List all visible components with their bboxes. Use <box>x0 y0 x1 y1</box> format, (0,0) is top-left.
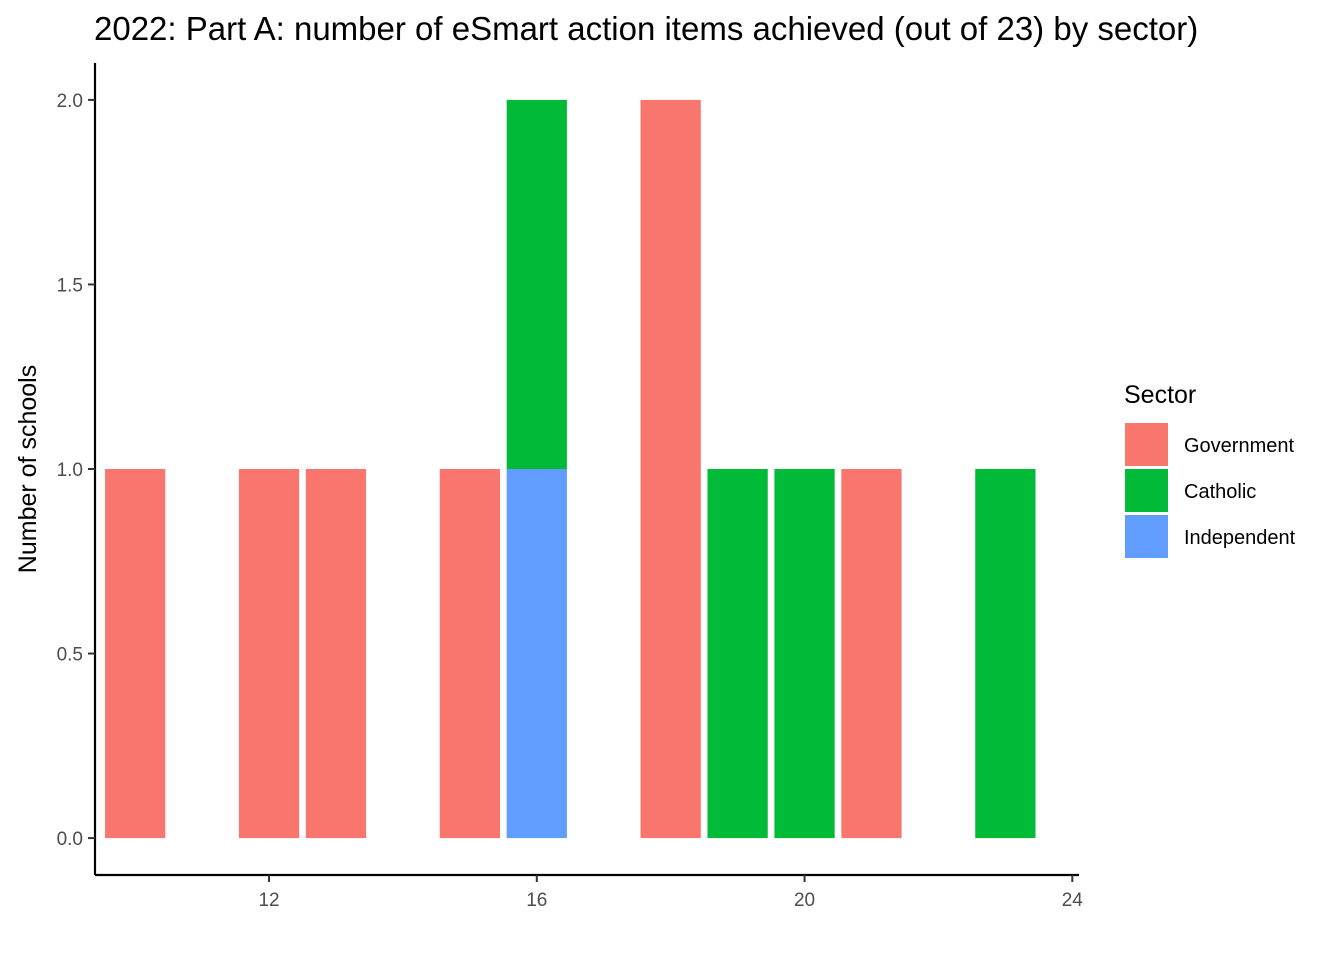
bar-catholic-19 <box>707 469 768 839</box>
bar-government-10 <box>105 469 166 839</box>
x-tick-label: 20 <box>794 890 815 911</box>
chart-title: 2022: Part A: number of eSmart action it… <box>94 10 1199 47</box>
bar-government-12 <box>238 469 300 839</box>
bars-group <box>105 99 1036 839</box>
bar-independent-16 <box>506 469 567 839</box>
y-tick-label: 0.0 <box>57 829 83 850</box>
bar-catholic-23 <box>975 469 1036 839</box>
bar-government-21 <box>841 469 902 839</box>
legend-key-catholic <box>1125 469 1168 512</box>
x-tick-label: 24 <box>1062 890 1084 911</box>
legend-key-government <box>1125 423 1168 466</box>
bar-government-13 <box>305 469 367 839</box>
x-tick-label: 16 <box>526 890 547 911</box>
legend-label-independent: Independent <box>1184 527 1296 549</box>
bar-government-18 <box>640 99 701 839</box>
axes-group: 0.0 0.5 1.0 1.5 2.0 12 16 20 24 Number of schools <box>14 63 1083 911</box>
y-axis-title: Number of schools <box>14 365 42 573</box>
legend-label-government: Government <box>1184 435 1294 457</box>
bar-catholic-16 <box>506 99 567 469</box>
legend-title: Sector <box>1124 381 1196 409</box>
bar-catholic-20 <box>774 469 835 839</box>
y-tick-label: 2.0 <box>57 91 83 112</box>
legend: Sector Government Catholic Independent <box>1124 381 1296 558</box>
x-tick-label: 12 <box>258 890 279 911</box>
y-tick-label: 0.5 <box>57 645 83 666</box>
y-tick-label: 1.5 <box>57 275 83 296</box>
legend-key-independent <box>1125 515 1168 558</box>
bar-government-15 <box>439 469 500 839</box>
y-tick-label: 1.0 <box>57 460 83 481</box>
legend-label-catholic: Catholic <box>1184 481 1256 503</box>
